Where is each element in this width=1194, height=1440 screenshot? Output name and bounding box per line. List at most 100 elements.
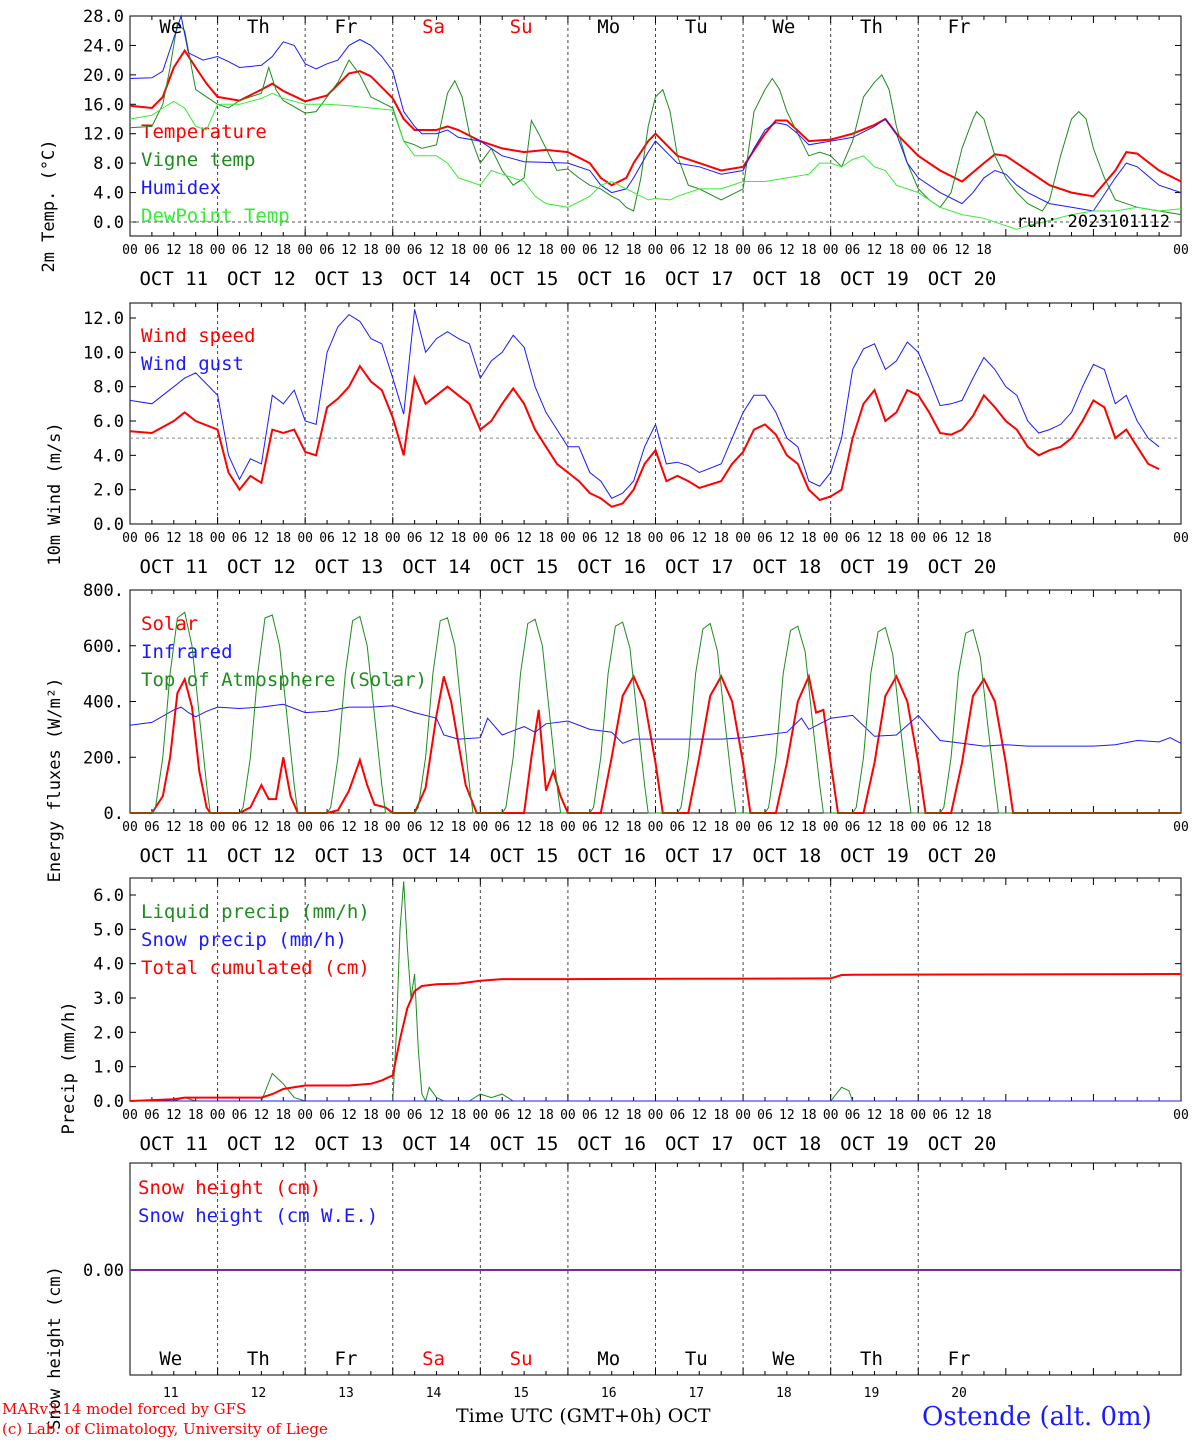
date-label: OCT 19 [840, 1133, 909, 1155]
weekday-label: Th [247, 1348, 270, 1370]
panel-5: 0.00 Snow height (cm) Snow height (cm) Snow… [45, 1162, 1182, 1430]
hour-tick-label: 06 [319, 243, 335, 258]
date-label: OCT 15 [490, 268, 559, 290]
hour-tick-label: 12 [166, 1108, 182, 1123]
hour-tick-label: 12 [867, 531, 883, 546]
y-tick-label: 28.0 [83, 7, 124, 27]
hour-tick-label: 18 [976, 1108, 992, 1123]
weekday-label: We [159, 16, 182, 38]
y-tick-label: 24.0 [83, 36, 124, 56]
hour-tick-label: 06 [845, 243, 861, 258]
date-label: OCT 16 [577, 845, 646, 867]
hour-tick-label: 12 [604, 1108, 620, 1123]
hour-tick-label: 06 [407, 820, 423, 835]
hour-tick-label: 12 [166, 243, 182, 258]
weekday-label: Fr [335, 1348, 358, 1370]
date-label: OCT 16 [577, 268, 646, 290]
hour-tick-label: 06 [932, 1108, 948, 1123]
hour-tick-label: 18 [275, 531, 291, 546]
hour-tick-label: 12 [166, 531, 182, 546]
hour-tick-label: 00 [735, 1108, 751, 1123]
series-line-wind-gust [129, 309, 1160, 499]
y-axis-label: 10m Wind (m/s) [45, 422, 65, 565]
hour-tick-label: 12 [867, 820, 883, 835]
panel-1: 0.0 4.0 8.0 12.0 16.0 20.0 24.0 28.0 2m Temp. (°… [39, 7, 1189, 290]
hour-tick-label: 06 [319, 531, 335, 546]
hour-tick-label: 12 [254, 1108, 270, 1123]
weekday-label: We [772, 1348, 795, 1370]
hour-tick-label: 00 [385, 531, 401, 546]
weekday-label: Mo [597, 1348, 620, 1370]
hour-tick-label: 18 [889, 531, 905, 546]
hour-tick-label: 12 [341, 820, 357, 835]
hour-tick-label: 12 [867, 243, 883, 258]
date-number: 11 [163, 1386, 179, 1401]
hour-tick-label: 06 [582, 531, 598, 546]
weekday-label: Su [510, 1348, 533, 1370]
y-tick-label: 8.0 [93, 154, 124, 174]
hour-tick-label: 00 [1173, 1108, 1189, 1123]
date-label: OCT 11 [139, 556, 208, 578]
hour-tick-label: 00 [122, 1108, 138, 1123]
hour-tick-label: 18 [188, 820, 204, 835]
hour-tick-label: 00 [1173, 820, 1189, 835]
hour-tick-label: 18 [889, 820, 905, 835]
hour-tick-label: 06 [407, 243, 423, 258]
weekday-label: We [159, 1348, 182, 1370]
hour-tick-label: 18 [801, 531, 817, 546]
hour-tick-label: 12 [691, 820, 707, 835]
hour-tick-label: 00 [297, 1108, 313, 1123]
hour-tick-label: 18 [538, 243, 554, 258]
hour-tick-label: 00 [560, 820, 576, 835]
date-label: OCT 18 [753, 556, 822, 578]
hour-tick-label: 12 [254, 820, 270, 835]
hour-tick-label: 12 [954, 820, 970, 835]
weekday-label: Fr [948, 1348, 971, 1370]
x-axis-title: Time UTC (GMT+0h) OCT [456, 1405, 711, 1427]
series-line-wind-speed [129, 364, 1160, 508]
hour-tick-label: 00 [735, 531, 751, 546]
hour-tick-label: 06 [494, 1108, 510, 1123]
hour-tick-label: 00 [210, 243, 226, 258]
y-tick-label: 3.0 [93, 989, 124, 1009]
hour-tick-label: 18 [713, 531, 729, 546]
date-label: OCT 15 [490, 845, 559, 867]
hour-tick-label: 18 [801, 820, 817, 835]
date-label: OCT 17 [665, 845, 734, 867]
hour-tick-label: 00 [473, 531, 489, 546]
station-name: Ostende (alt. 0m) [922, 1402, 1152, 1432]
hour-tick-label: 00 [735, 243, 751, 258]
hour-tick-label: 18 [626, 531, 642, 546]
hour-tick-label: 18 [275, 243, 291, 258]
hour-tick-label: 12 [429, 531, 445, 546]
legend-entry: Infrared [141, 641, 233, 663]
hour-tick-label: 18 [713, 1108, 729, 1123]
hour-tick-label: 18 [538, 1108, 554, 1123]
hour-tick-label: 12 [429, 1108, 445, 1123]
legend-entry: Wind speed [141, 325, 255, 347]
hour-tick-label: 18 [801, 243, 817, 258]
hour-tick-label: 00 [385, 820, 401, 835]
y-tick-label: 2.0 [93, 481, 124, 501]
date-label: OCT 16 [577, 556, 646, 578]
hour-tick-label: 12 [779, 1108, 795, 1123]
hour-tick-label: 00 [122, 243, 138, 258]
date-label: OCT 15 [490, 1133, 559, 1155]
date-label: OCT 20 [928, 556, 997, 578]
date-label: OCT 14 [402, 1133, 471, 1155]
hour-tick-label: 06 [144, 243, 160, 258]
x-axis-title-text: Time UTC (GMT+0h) [456, 1405, 662, 1427]
date-number: 19 [864, 1386, 880, 1401]
hour-tick-label: 12 [429, 820, 445, 835]
hour-tick-label: 06 [494, 820, 510, 835]
hour-tick-label: 06 [670, 1108, 686, 1123]
date-label: OCT 13 [315, 268, 384, 290]
legend-entry: Wind gust [141, 353, 244, 375]
date-label: OCT 13 [315, 1133, 384, 1155]
date-label: OCT 11 [139, 1133, 208, 1155]
hour-tick-label: 12 [779, 820, 795, 835]
hour-tick-label: 12 [254, 243, 270, 258]
series-line-solar [130, 673, 1181, 814]
weekday-label: Fr [335, 16, 358, 38]
hour-tick-label: 18 [363, 820, 379, 835]
